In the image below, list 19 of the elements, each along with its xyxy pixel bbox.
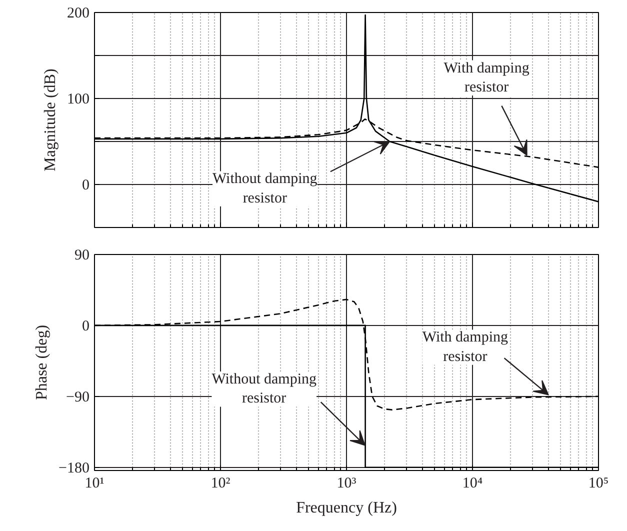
- annotation: With damping resistor: [422, 330, 509, 365]
- y-tick-label: 0: [82, 178, 90, 194]
- x-axis-title: Frequency (Hz): [296, 500, 397, 516]
- x-tick-label: 10⁵: [588, 476, 609, 492]
- x-tick-label: 10²: [210, 476, 231, 492]
- x-tick-label: 10¹: [84, 476, 104, 492]
- y-tick-label: 100: [67, 92, 90, 108]
- y-tick-label: 0: [82, 318, 90, 334]
- y-tick-label: 200: [67, 6, 90, 22]
- x-tick-label: 10⁴: [462, 476, 483, 492]
- y-tick-label: 90: [74, 248, 90, 264]
- y-tick-label: −90: [66, 389, 90, 406]
- y-tick-label: −180: [58, 460, 90, 476]
- annotation: Without damping resistor: [212, 372, 318, 407]
- y-axis-title: Magnitude (dB): [42, 68, 59, 172]
- x-tick-label: 10³: [336, 476, 357, 492]
- y-axis-title: Phase (deg): [34, 324, 51, 400]
- annotation: Without damping resistor: [212, 171, 318, 206]
- annotation: With damping resistor: [444, 60, 530, 96]
